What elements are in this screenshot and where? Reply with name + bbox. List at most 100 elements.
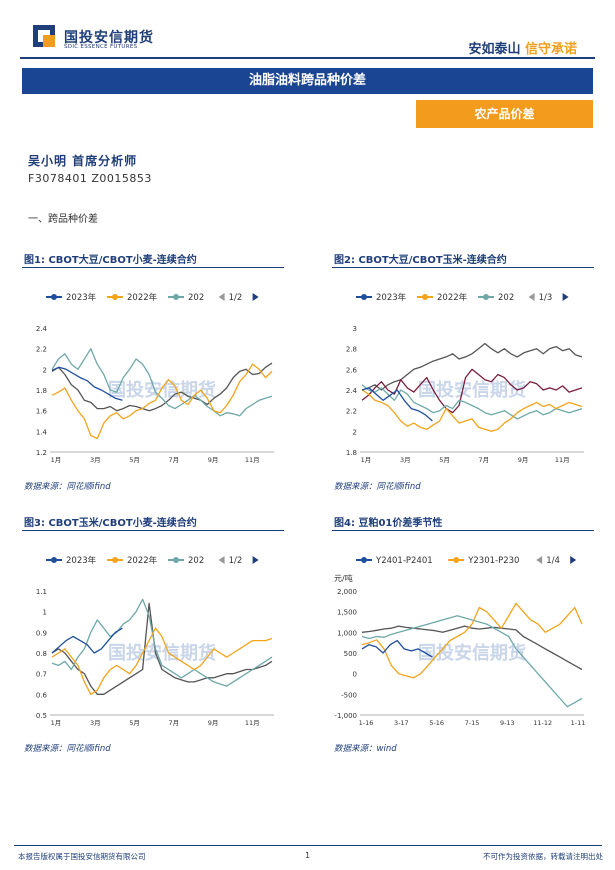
legend-label: 202 [188,293,204,303]
figure-title: 图2: CBOT大豆/CBOT玉米-连续合约 [334,255,507,266]
footer-disclaimer: 不可作为投资依据，转载请注明出处 [483,852,603,861]
x-tick-label: 11-12 [533,719,552,727]
chart-legend[interactable]: Y2401-P2401 Y2301-P230 1/4 [356,556,577,566]
legend-pager: 1/2 [229,293,243,303]
watermark: 国投安信期货 [108,379,216,401]
figure-title: 图1: CBOT大豆/CBOT小麦-连续合约 [24,255,197,266]
y-tick-label: 0.9 [36,629,47,637]
chart-legend[interactable]: 2023年 2022年 202 1/2 [46,292,259,303]
legend-next-icon[interactable] [562,293,569,301]
figure-source: 数据来源：wind [334,744,397,754]
legend-marker [361,557,367,563]
x-tick-label: 3-17 [394,719,409,727]
legend-pager: 1/2 [229,556,243,566]
y-tick-label: 1,500 [337,609,357,617]
y-tick-label: 2,000 [337,588,357,596]
figure-title-underline [332,267,594,268]
legend-label: 202 [188,556,204,566]
series-line [51,627,273,695]
legend-label: 2022年 [437,292,468,303]
legend-next-icon[interactable] [570,556,577,564]
y-tick-label: 1 [43,609,47,617]
company-logo-icon [33,25,55,47]
x-tick-label: 7月 [168,719,179,727]
legend-prev-icon[interactable] [528,293,535,301]
legend-item[interactable]: 2022年 [107,555,158,566]
x-tick-label: 1-11 [571,719,586,727]
figure-title-underline [22,530,284,531]
figure-title: 图3: CBOT玉米/CBOT小麦-连续合约 [24,518,197,529]
x-tick-label: 1月 [51,719,62,727]
chart-legend[interactable]: 2023年 2022年 202 1/3 [356,292,569,303]
legend-marker [112,557,118,563]
y-tick-label: 0.7 [36,671,47,679]
y-tick-label: -1,000 [334,712,357,720]
x-tick-label: 3月 [400,456,411,464]
company-name: 国投安信期货 [64,30,154,46]
series-line [51,627,123,654]
figure-source: 数据来源：同花顺ifind [24,482,111,492]
figure-title-underline [332,530,594,531]
figure-title: 图4: 豆粕01价差季节性 [334,518,443,529]
y-tick-label: 1.6 [36,408,48,416]
legend-item[interactable]: Y2301-P230 [448,556,519,566]
figure-title-underline [22,267,284,268]
footer-copyright: 本报告版权属于国投安信期货有限公司 [18,852,146,861]
legend-item[interactable]: 2023年 [356,292,407,303]
legend-prev-icon[interactable] [218,556,225,564]
series-line [361,389,583,432]
y-tick-label: 1.1 [36,588,47,596]
legend-marker [361,294,367,300]
legend-item[interactable]: 202 [478,293,514,303]
y-tick-label: 0 [353,671,357,679]
legend-item[interactable]: 2022年 [107,292,158,303]
legend-label: 2023年 [66,292,97,303]
series-line [361,342,583,391]
y-tick-label: 1,000 [337,629,357,637]
legend-marker [173,294,179,300]
figure-source: 数据来源：同花顺ifind [24,744,111,754]
watermark: 国投安信期货 [108,642,216,664]
series-line [361,368,583,414]
y-unit-label: 元/吨 [334,573,353,583]
y-tick-label: 3 [353,325,357,333]
legend-label: 2022年 [127,292,158,303]
series-line [361,615,583,708]
x-tick-label: 9-13 [500,719,515,727]
legend-label: Y2401-P2401 [375,556,433,566]
legend-next-icon[interactable] [252,293,259,301]
x-tick-label: 9月 [518,456,529,464]
legend-prev-icon[interactable] [536,556,543,564]
legend-item[interactable]: Y2401-P2401 [356,556,433,566]
company-name-en: SDIC ESSENCE FUTURES [64,44,138,50]
series-line [51,362,273,412]
series-line [51,598,273,687]
report-title: 油脂油料跨品种价差 [22,68,593,94]
legend-item[interactable]: 202 [168,556,204,566]
legend-item[interactable]: 2022年 [417,292,468,303]
legend-label: 2023年 [66,555,97,566]
x-tick-label: 1月 [51,456,62,464]
chart-legend[interactable]: 2023年 2022年 202 1/2 [46,555,259,566]
y-tick-label: 2.4 [36,325,48,333]
chart-3: 2023年 2022年 202 1/2 国投安信期货 1.1 1 0.9 0.8 0.7 0.6 0.… [36,555,274,727]
y-tick-label: 1.4 [36,428,48,436]
legend-marker [173,557,179,563]
y-tick-label: 0.8 [36,650,47,658]
y-tick-label: 0.5 [36,712,47,720]
y-tick-label: 2.2 [346,408,357,416]
series-line [361,602,583,679]
legend-marker [453,557,460,563]
legend-item[interactable]: 202 [168,293,204,303]
x-tick-label: 5月 [439,456,450,464]
series-line [361,625,583,671]
legend-marker [51,557,57,563]
legend-marker [112,294,118,300]
y-tick-label: 2.6 [346,366,358,374]
legend-item[interactable]: 2023年 [46,292,97,303]
x-tick-label: 11月 [555,456,570,464]
legend-next-icon[interactable] [252,556,259,564]
legend-item[interactable]: 2023年 [46,555,97,566]
y-tick-label: 2.8 [346,346,357,354]
legend-prev-icon[interactable] [218,293,225,301]
